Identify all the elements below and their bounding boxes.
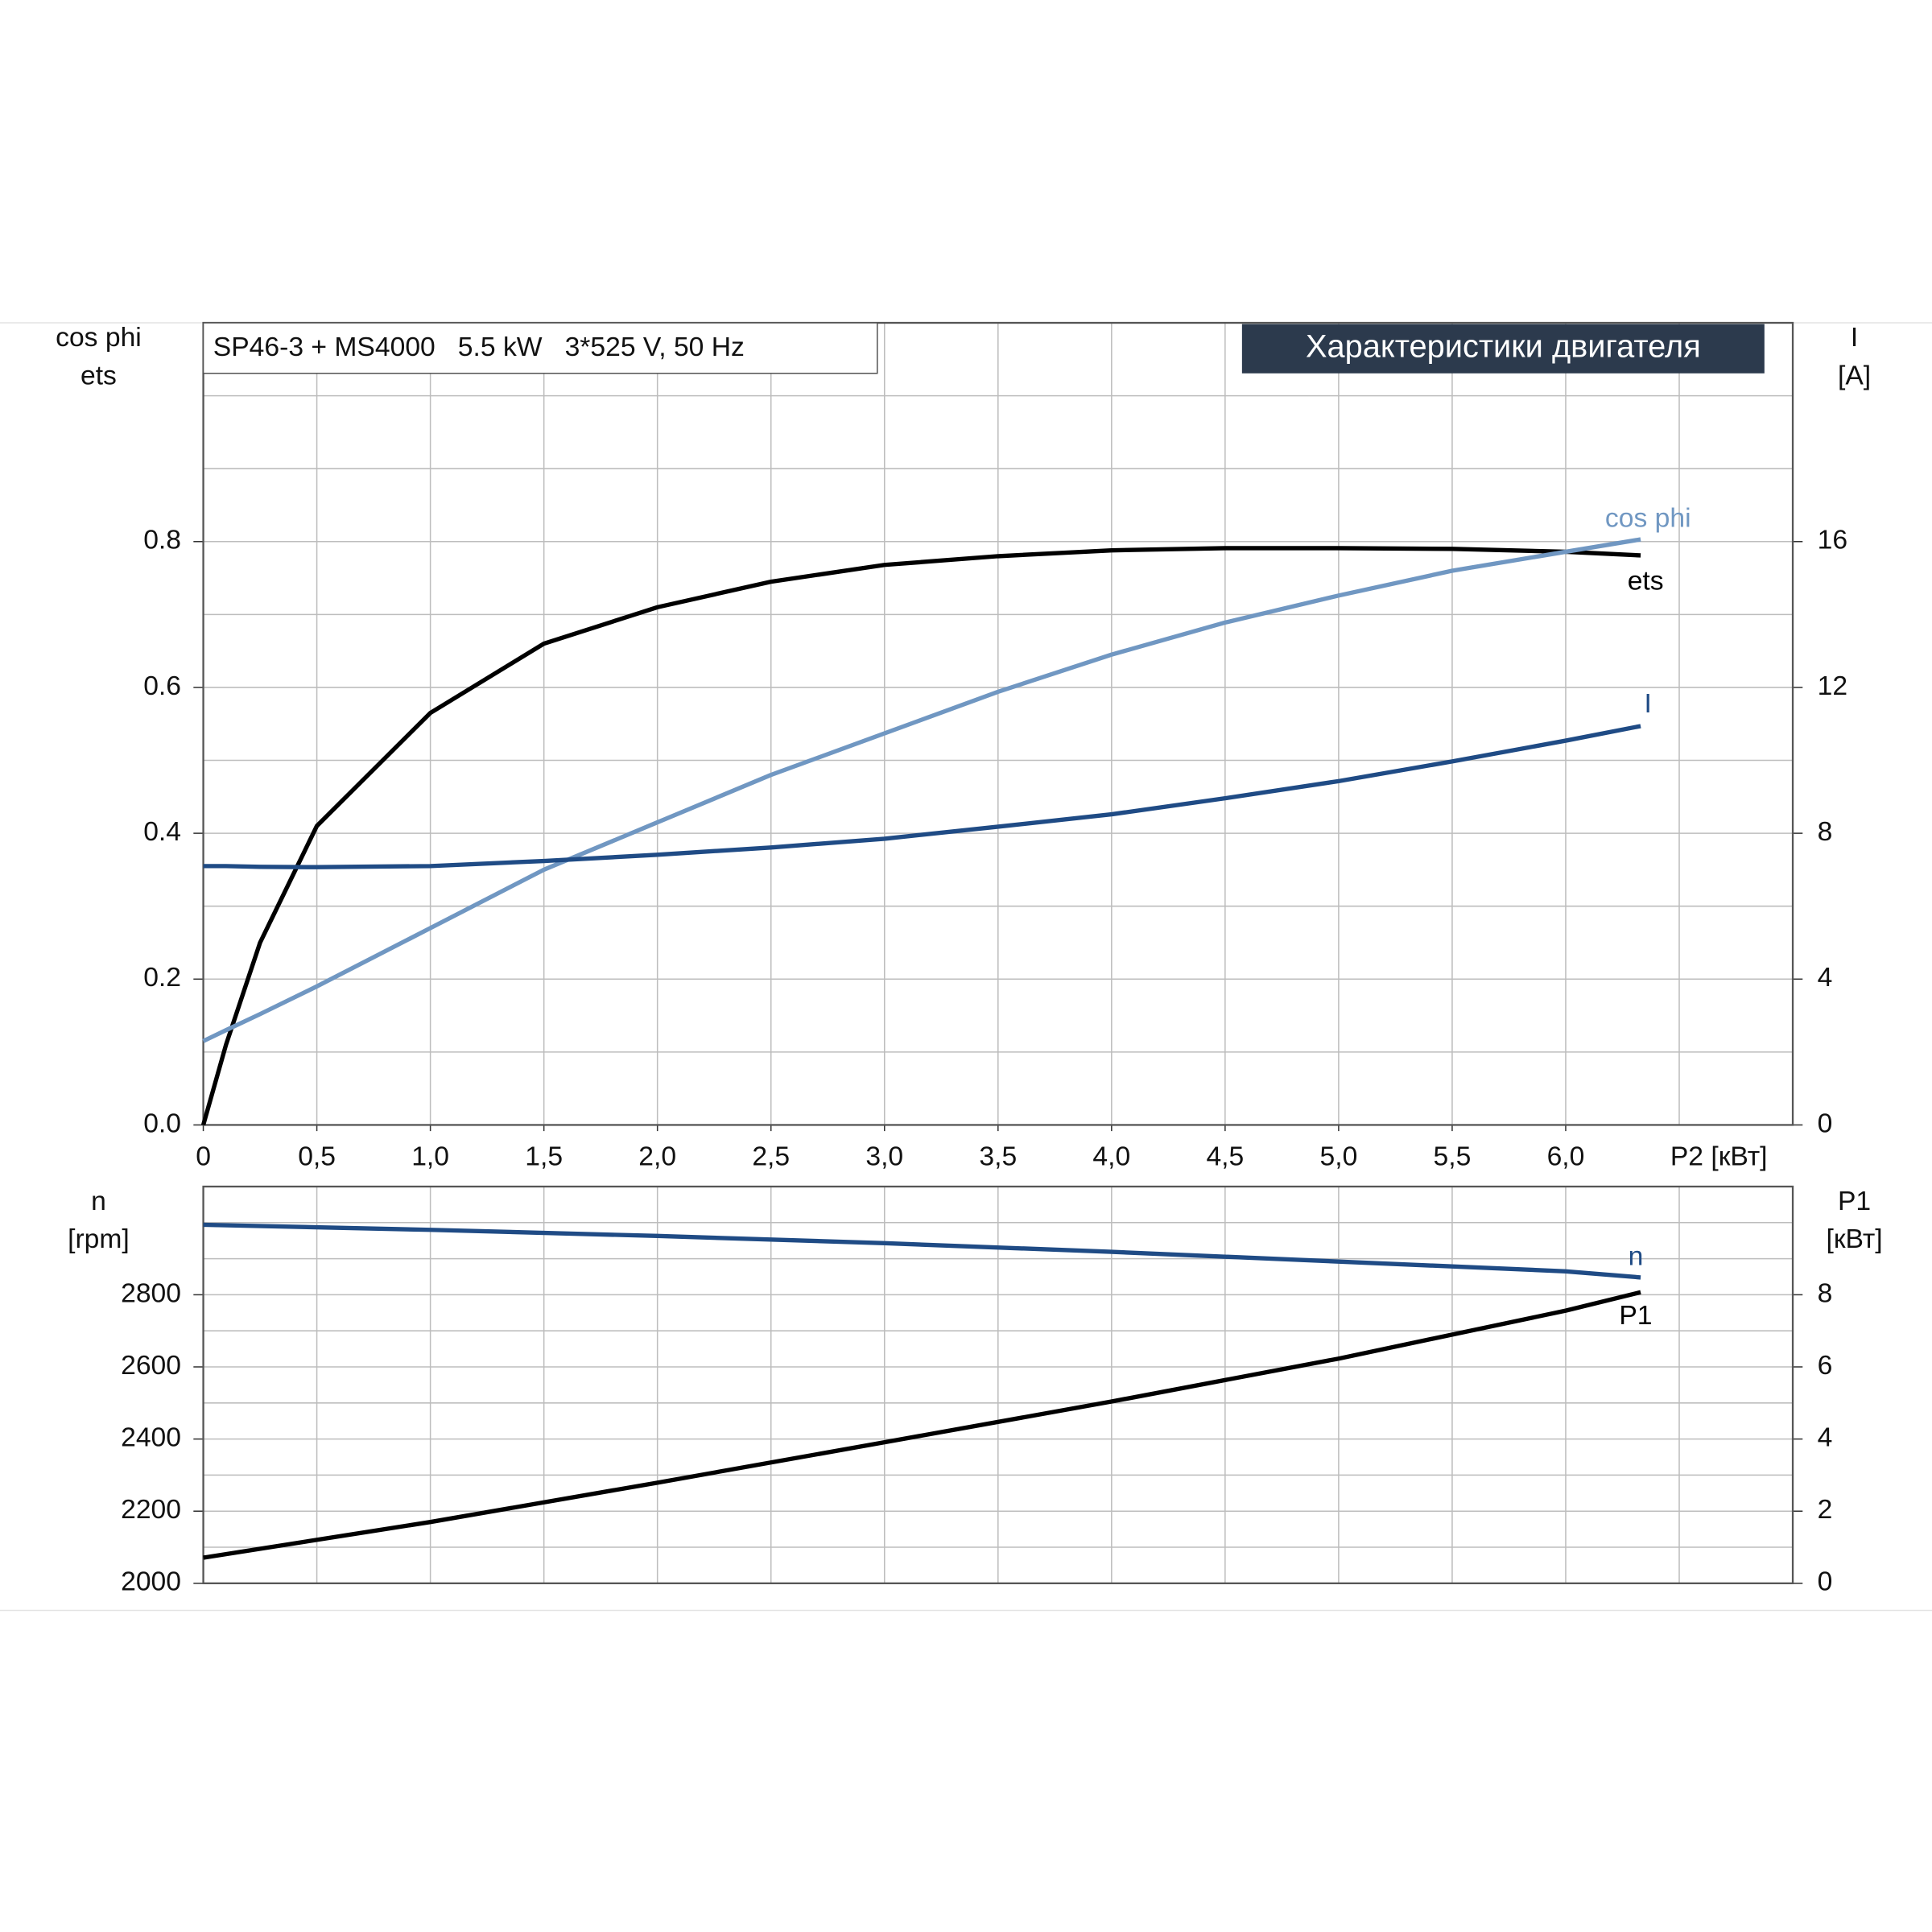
y2-tick-label: 4 <box>1818 1423 1833 1453</box>
plot-frame <box>202 1185 1794 1584</box>
x-tick-label: 2,5 <box>752 1142 790 1172</box>
title-box <box>1241 324 1765 374</box>
series-label: n <box>1629 1241 1644 1271</box>
x-tick-label: 2,0 <box>638 1142 676 1172</box>
x-tick-label: 5,0 <box>1320 1142 1358 1172</box>
y2-tick-label: 0 <box>1818 1567 1833 1597</box>
y-tick-label: 0.4 <box>143 817 181 847</box>
subtitle: SP46-3 + MS4000 5.5 kW 3*525 V, 50 Hz <box>213 332 745 362</box>
y2-tick-label: 12 <box>1818 671 1847 701</box>
y-tick-label: 2400 <box>121 1423 181 1453</box>
x-tick-label: 6,0 <box>1547 1142 1585 1172</box>
y2-tick-label: 2 <box>1818 1495 1833 1525</box>
series-label: P1 <box>1619 1301 1652 1331</box>
chart-title: Характеристики двигателя <box>1306 329 1701 365</box>
y2-tick-label: 8 <box>1818 1278 1833 1308</box>
x-tick-label: 0 <box>196 1142 211 1172</box>
y2-axis-label: P1 <box>1838 1187 1871 1216</box>
subtitle-box <box>202 322 878 374</box>
series-label: cos phi <box>1605 503 1691 533</box>
y2-tick-label: 6 <box>1818 1351 1833 1381</box>
x-axis-label: P2 [кВт] <box>1670 1142 1768 1172</box>
series-line <box>203 1222 1641 1280</box>
x-tick-label: 0,5 <box>298 1142 336 1172</box>
x-tick-label: 5,5 <box>1434 1142 1472 1172</box>
series-line <box>203 1290 1641 1560</box>
y-axis-label: [rpm] <box>68 1224 130 1254</box>
y-tick-label: 2200 <box>121 1495 181 1525</box>
y-tick-label: 0.0 <box>143 1108 181 1138</box>
x-tick-label: 1,0 <box>411 1142 449 1172</box>
y2-axis-label: I <box>1851 323 1858 353</box>
y-tick-label: 2800 <box>121 1278 181 1308</box>
x-tick-label: 4,5 <box>1206 1142 1244 1172</box>
y2-tick-label: 0 <box>1818 1108 1833 1138</box>
y-tick-label: 2600 <box>121 1351 181 1381</box>
plot-frame <box>202 321 1794 1126</box>
y-tick-label: 2000 <box>121 1567 181 1597</box>
y2-tick-label: 16 <box>1818 526 1847 555</box>
x-tick-label: 1,5 <box>525 1142 563 1172</box>
y-axis-label: n <box>91 1187 106 1216</box>
x-tick-label: 4,0 <box>1092 1142 1130 1172</box>
y2-tick-label: 8 <box>1818 817 1833 847</box>
series-label: ets <box>1628 567 1664 597</box>
series-line <box>203 724 1641 869</box>
y-tick-label: 0.2 <box>143 963 181 993</box>
y-tick-label: 0.8 <box>143 526 181 555</box>
series-label: I <box>1645 689 1652 719</box>
y2-tick-label: 4 <box>1818 963 1833 993</box>
x-tick-label: 3,0 <box>865 1142 903 1172</box>
y2-axis-label: [A] <box>1838 361 1871 390</box>
y-tick-label: 0.6 <box>143 671 181 701</box>
y-axis-label: cos phi <box>56 323 142 353</box>
x-tick-label: 3,5 <box>979 1142 1017 1172</box>
y2-axis-label: [кВт] <box>1826 1224 1882 1254</box>
series-line <box>202 537 1641 1043</box>
y-axis-label: ets <box>80 361 117 390</box>
series-line <box>200 546 1641 1126</box>
